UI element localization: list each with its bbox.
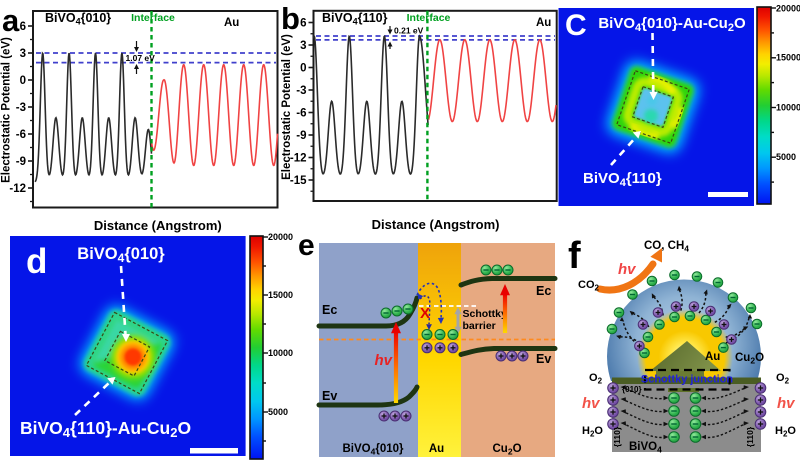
svg-text:C: C [565, 9, 587, 42]
svg-text:-9: -9 [16, 156, 26, 168]
svg-text:0: 0 [300, 63, 306, 75]
svg-text:X: X [420, 305, 430, 322]
svg-text:20000: 20000 [268, 232, 293, 242]
svg-text:Cu2O: Cu2O [735, 352, 764, 366]
svg-text:{010}: {010} [622, 385, 642, 394]
svg-text:e: e [298, 229, 315, 262]
svg-text:hv: hv [777, 395, 796, 412]
svg-text:-9: -9 [296, 130, 306, 142]
svg-text:Ec: Ec [322, 303, 337, 317]
svg-text:6: 6 [20, 21, 26, 33]
svg-text:Interface: Interface [131, 12, 175, 24]
svg-text:10000: 10000 [776, 103, 800, 113]
svg-text:BiVO4{110}: BiVO4{110} [322, 11, 388, 27]
svg-text:hv: hv [374, 352, 393, 369]
svg-text:-6: -6 [296, 108, 306, 120]
svg-text:3: 3 [20, 48, 26, 60]
svg-text:Schottky: Schottky [463, 308, 508, 320]
svg-text:Electrostatic Potential (eV): Electrostatic Potential (eV) [281, 34, 293, 180]
svg-text:BiVO4{110}-Au-Cu2O: BiVO4{110}-Au-Cu2O [20, 418, 191, 440]
svg-text:10000: 10000 [268, 348, 293, 358]
svg-text:15000: 15000 [268, 290, 293, 300]
svg-text:Au: Au [536, 17, 551, 29]
svg-text:Cu2O: Cu2O [492, 443, 521, 457]
svg-text:0: 0 [20, 75, 26, 87]
svg-text:BiVO4{010}: BiVO4{010} [77, 245, 165, 265]
svg-text:BiVO4{110}: BiVO4{110} [583, 170, 662, 189]
svg-text:b: b [281, 1, 300, 36]
svg-text:3: 3 [300, 40, 306, 52]
svg-text:Au: Au [224, 17, 239, 29]
svg-text:{110}: {110} [612, 426, 622, 447]
svg-text:Electrostatic Potential (eV): Electrostatic Potential (eV) [1, 37, 13, 183]
svg-text:d: d [26, 242, 47, 281]
svg-text:1.07 eV: 1.07 eV [126, 53, 156, 63]
svg-text:20000: 20000 [776, 4, 800, 14]
svg-text:-15: -15 [290, 175, 307, 187]
svg-text:BiVO4{010}: BiVO4{010} [343, 443, 405, 457]
svg-text:-6: -6 [16, 129, 26, 141]
svg-text:0.21 eV: 0.21 eV [394, 26, 424, 36]
svg-text:Au: Au [705, 351, 720, 363]
svg-text:Distance (Angstrom): Distance (Angstrom) [94, 218, 222, 233]
svg-text:barrier: barrier [463, 320, 496, 332]
svg-text:Ec: Ec [536, 284, 551, 298]
svg-text:5000: 5000 [268, 407, 288, 417]
svg-text:-12: -12 [9, 183, 26, 195]
svg-text:Interface: Interface [407, 12, 451, 24]
svg-text:a: a [2, 3, 20, 38]
svg-text:CO, CH4: CO, CH4 [644, 240, 689, 254]
svg-text:Schottky junction: Schottky junction [641, 374, 734, 386]
svg-text:15000: 15000 [776, 53, 800, 63]
svg-text:BiVO4{010}-Au-Cu2O: BiVO4{010}-Au-Cu2O [598, 15, 746, 34]
svg-text:Ev: Ev [536, 352, 551, 366]
svg-text:-3: -3 [16, 102, 26, 114]
svg-text:5000: 5000 [776, 152, 796, 162]
svg-text:H2O: H2O [582, 425, 603, 439]
svg-text:6: 6 [300, 18, 306, 30]
svg-text:Au: Au [429, 443, 444, 455]
svg-text:H2O: H2O [775, 425, 796, 439]
svg-text:f: f [568, 235, 581, 277]
svg-text:CO2: CO2 [578, 279, 600, 293]
svg-text:-12: -12 [290, 153, 307, 165]
svg-text:-3: -3 [296, 85, 306, 97]
svg-text:BiVO4: BiVO4 [629, 441, 662, 455]
svg-text:BiVO4{010}: BiVO4{010} [45, 11, 111, 27]
svg-text:Ev: Ev [322, 389, 337, 403]
svg-text:Distance (Angstrom): Distance (Angstrom) [372, 217, 500, 232]
svg-text:hv: hv [618, 261, 637, 278]
svg-text:hv: hv [582, 395, 601, 412]
svg-text:{110}: {110} [745, 426, 755, 447]
